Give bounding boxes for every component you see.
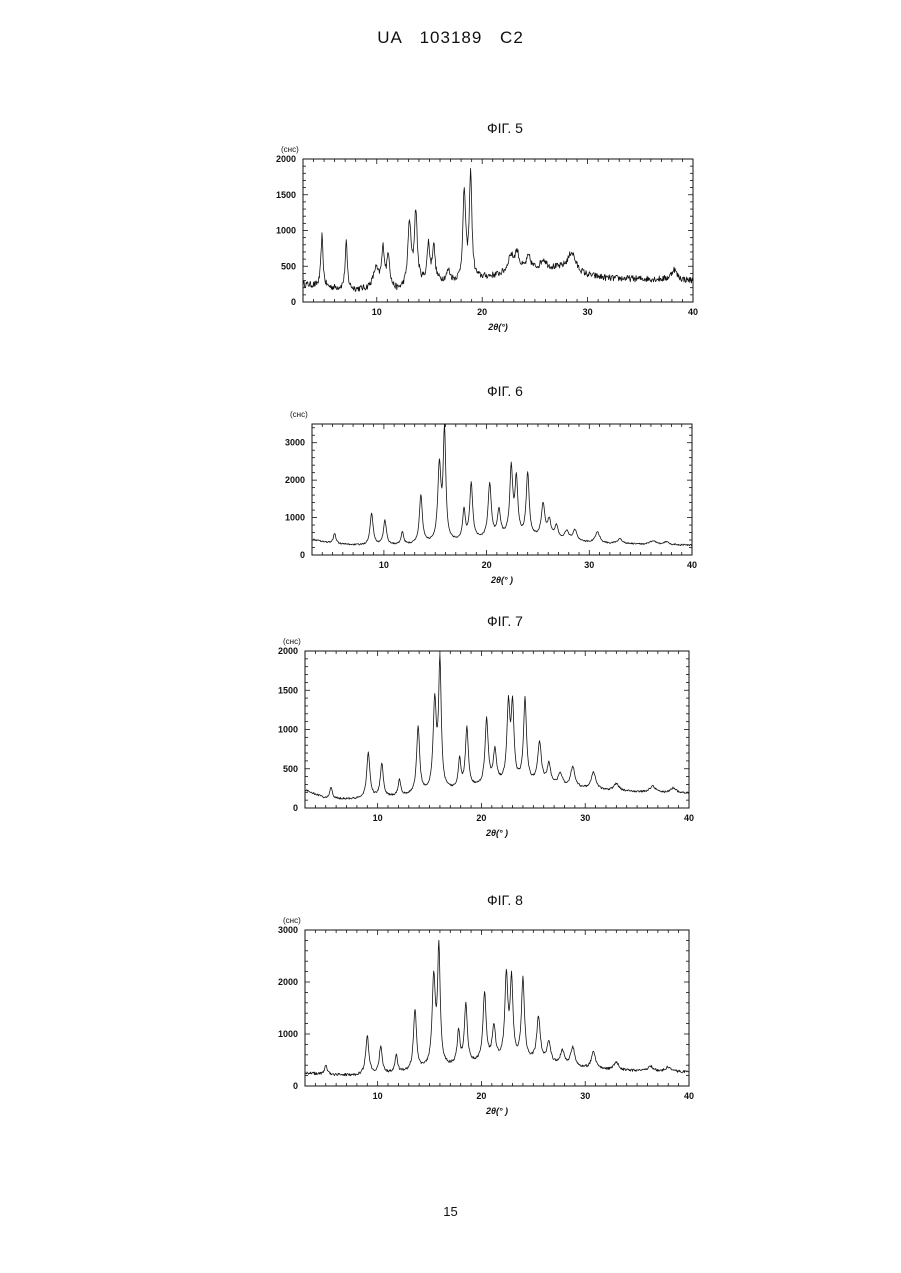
figure-title: ФІГ. 5 xyxy=(455,120,555,136)
diffraction-pattern-line xyxy=(305,654,689,799)
diffraction-pattern-line xyxy=(303,168,693,291)
x-tick-label: 10 xyxy=(372,307,382,317)
diffraction-pattern-line xyxy=(312,424,692,546)
x-tick-label: 30 xyxy=(580,813,590,823)
xrd-chart-fig5: (cнc) 10 20 30 40 0 500 1000 1500 2000 2θ(°) xyxy=(255,136,715,346)
figure-8: ФІГ. 8 (cнc) 10 20 30 40 0 1000 2000 3000 2θ(° ) xyxy=(255,892,715,1122)
y-tick-label: 3000 xyxy=(285,438,305,448)
y-tick-label: 500 xyxy=(283,764,298,774)
y-tick-label: 2000 xyxy=(278,977,298,987)
x-axis-label: 2θ(° ) xyxy=(490,575,513,585)
x-tick-label: 20 xyxy=(476,813,486,823)
x-tick-label: 10 xyxy=(373,813,383,823)
y-unit-label: (cнc) xyxy=(283,916,301,925)
x-tick-label: 20 xyxy=(477,307,487,317)
y-tick-label: 2000 xyxy=(278,646,298,656)
x-tick-label: 10 xyxy=(379,560,389,570)
y-tick-label: 0 xyxy=(293,803,298,813)
x-tick-label: 40 xyxy=(687,560,697,570)
x-tick-label: 40 xyxy=(684,1091,694,1101)
x-axis-label: 2θ(° ) xyxy=(485,1106,508,1116)
y-tick-label: 1000 xyxy=(278,725,298,735)
y-tick-label: 0 xyxy=(291,297,296,307)
x-tick-label: 30 xyxy=(583,307,593,317)
x-tick-label: 30 xyxy=(584,560,594,570)
y-unit-label: (cнc) xyxy=(281,145,299,154)
plot-frame xyxy=(305,651,689,808)
figure-5: ФІГ. 5 (cнc) 10 20 30 40 0 500 1000 1500 2000 2θ(°… xyxy=(255,120,715,340)
x-tick-label: 40 xyxy=(684,813,694,823)
y-tick-label: 1500 xyxy=(276,190,296,200)
figure-title: ФІГ. 8 xyxy=(455,892,555,908)
x-tick-label: 10 xyxy=(373,1091,383,1101)
y-tick-label: 1000 xyxy=(278,1029,298,1039)
page-number: 15 xyxy=(0,1204,901,1219)
diffraction-pattern-line xyxy=(305,940,689,1076)
xrd-chart-fig7: (cнc) 10 20 30 40 0 500 1000 1500 2000 2θ(° ) xyxy=(255,629,715,844)
x-tick-label: 40 xyxy=(688,307,698,317)
figure-7: ФІГ. 7 (cнc) 10 20 30 40 0 500 1000 1500 2000 2θ(°… xyxy=(255,613,715,843)
xrd-chart-fig8: (cнc) 10 20 30 40 0 1000 2000 3000 2θ(° ) xyxy=(255,908,715,1123)
figure-6: ФІГ. 6 (cнc) 10 20 30 40 0 1000 2000 3000 2θ(° ) xyxy=(255,383,715,605)
y-unit-label: (cнc) xyxy=(290,410,308,419)
figure-title: ФІГ. 7 xyxy=(455,613,555,629)
x-axis-label: 2θ(° ) xyxy=(485,828,508,838)
x-tick-label: 30 xyxy=(580,1091,590,1101)
xrd-chart-fig6: (cнc) 10 20 30 40 0 1000 2000 3000 2θ(° ) xyxy=(255,399,715,609)
y-tick-label: 0 xyxy=(293,1081,298,1091)
figure-title: ФІГ. 6 xyxy=(455,383,555,399)
y-tick-label: 1500 xyxy=(278,685,298,695)
x-tick-label: 20 xyxy=(482,560,492,570)
y-tick-label: 3000 xyxy=(278,925,298,935)
plot-frame xyxy=(305,930,689,1086)
y-tick-label: 2000 xyxy=(285,475,305,485)
y-tick-label: 2000 xyxy=(276,154,296,164)
x-axis-label: 2θ(°) xyxy=(487,322,508,332)
y-tick-label: 0 xyxy=(300,550,305,560)
y-unit-label: (cнc) xyxy=(283,637,301,646)
x-tick-label: 20 xyxy=(476,1091,486,1101)
document-header: UA 103189 C2 xyxy=(0,28,901,48)
y-tick-label: 500 xyxy=(281,261,296,271)
y-tick-label: 1000 xyxy=(285,513,305,523)
y-tick-label: 1000 xyxy=(276,226,296,236)
